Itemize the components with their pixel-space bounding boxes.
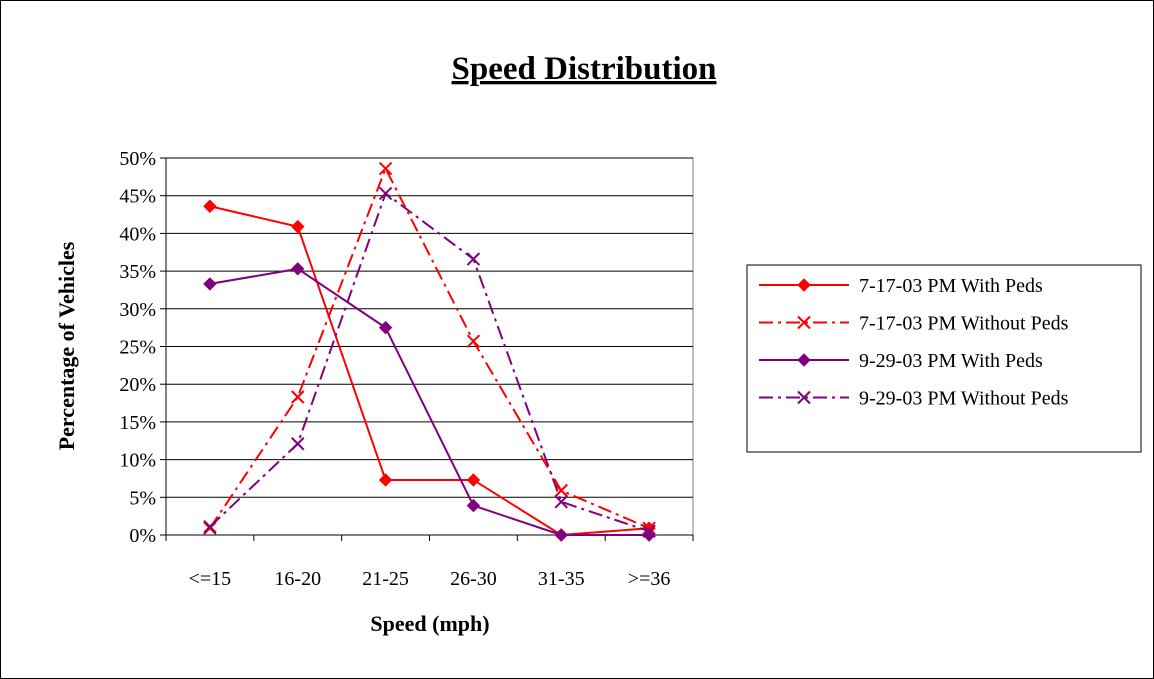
legend-label: 9-29-03 PM With Peds [859,350,1043,372]
series-line [209,191,650,533]
series-3 [203,262,656,542]
x-marker-stroke [466,252,481,266]
data-point [291,262,305,276]
y-axis-tick-labels: 0% 5% 10% 15% 20% 25% 30% 35% 40% 45% 50% [119,148,156,547]
x-marker-stroke [554,495,568,509]
x-marker-stroke [378,161,393,176]
y-tick-label: 10% [119,450,156,472]
x-marker-stroke [642,524,656,538]
legend: 7-17-03 PM With Peds 7-17-03 PM Without P… [746,264,1142,453]
y-axis-title: Percentage of Vehicles [54,241,79,450]
y-tick-label: 40% [119,223,156,245]
series-2 [203,161,656,535]
data-point [291,437,305,451]
legend-marker [797,353,811,367]
gridlines [166,157,693,498]
data-point [554,528,568,542]
data-point [378,161,393,176]
legend-entry: 7-17-03 PM With Peds [759,275,1043,297]
data-point [554,483,568,498]
y-tick-label: 15% [119,412,156,434]
x-marker-stroke [797,390,811,405]
x-tick-label: >=36 [628,568,671,590]
series-lines [203,161,656,542]
x-tick-label: 26-30 [450,568,497,590]
legend-marker [797,278,811,292]
data-point [466,498,481,513]
data-point [378,186,393,201]
data-point [203,277,217,291]
data-point [466,473,481,487]
y-tick-label: 50% [119,148,156,170]
data-point [378,320,393,335]
series-line [209,166,650,530]
legend-label: 7-17-03 PM With Peds [859,275,1043,297]
legend-label: 9-29-03 PM Without Peds [859,388,1069,410]
series-line [209,267,650,536]
x-tick-label: 21-25 [362,568,409,590]
data-point [291,390,305,404]
legend-entry: 9-29-03 PM Without Peds [759,388,1069,410]
x-marker-stroke [554,483,568,498]
y-tick-label: 45% [119,186,156,208]
x-marker-stroke [203,519,217,534]
x-axis-title: Speed (mph) [370,611,489,636]
x-tick-label: 31-35 [538,568,585,590]
x-marker-stroke [291,390,305,404]
x-marker-stroke [466,334,481,348]
data-point [466,252,481,266]
x-tick-label: 16-20 [274,568,321,590]
data-point [642,521,656,535]
chart-title: Speed Distribution [452,51,717,87]
y-tick-label: 20% [119,374,156,396]
y-tick-label: 25% [119,337,156,359]
y-tick-label: 35% [119,261,156,283]
legend-label: 7-17-03 PM Without Peds [859,313,1069,335]
x-marker-stroke [291,437,305,451]
data-point [554,495,568,509]
series-line [209,205,650,537]
legend-entry: 7-17-03 PM Without Peds [759,313,1069,335]
legend-entry: 9-29-03 PM With Peds [759,350,1043,372]
legend-marker [797,390,811,405]
x-axis-tick-labels: <=15 16-20 21-25 26-30 31-35 >=36 [189,568,671,590]
y-tick-label: 0% [129,525,156,547]
x-marker-stroke [797,315,811,330]
data-point [203,199,217,213]
y-tick-label: 30% [119,299,156,321]
x-marker-stroke [378,186,393,201]
data-point [642,528,656,542]
data-point [642,524,656,538]
x-marker-stroke [642,521,656,535]
series-4 [203,186,656,538]
x-tick-label: <=15 [189,568,232,590]
data-point [203,519,217,534]
data-point [378,473,393,487]
y-tick-label: 5% [129,487,156,509]
data-point [291,219,305,234]
data-point [466,334,481,348]
legend-marker [797,315,811,330]
legend-box [746,264,1142,453]
